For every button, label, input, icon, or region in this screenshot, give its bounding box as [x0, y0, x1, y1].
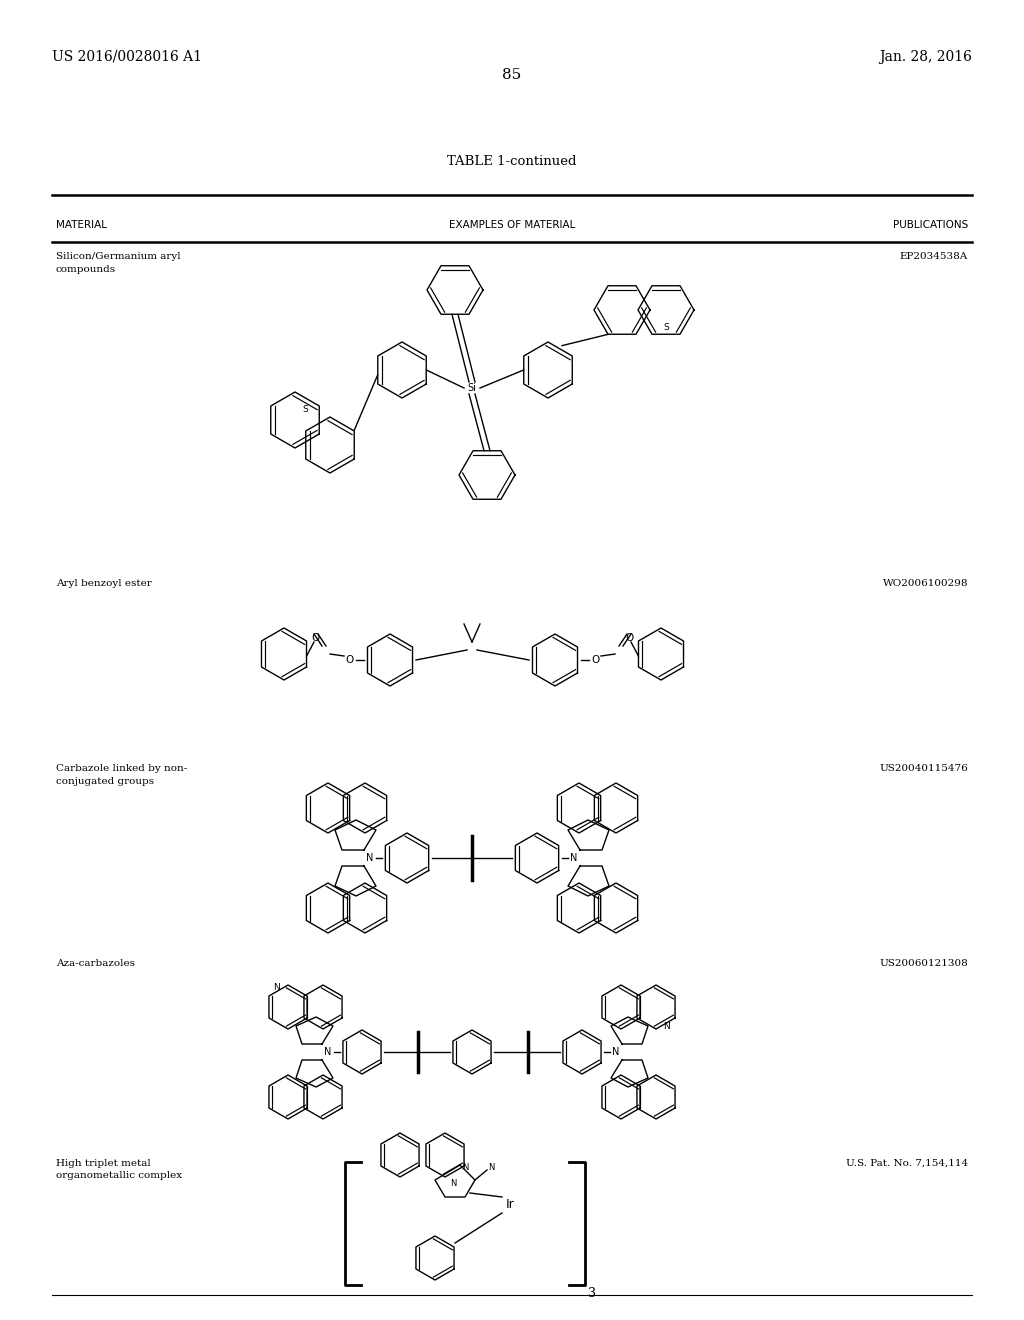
Text: N: N	[450, 1179, 456, 1188]
Text: O: O	[625, 634, 633, 643]
Text: O: O	[591, 655, 599, 665]
Text: PUBLICATIONS: PUBLICATIONS	[893, 220, 968, 230]
Text: Ir: Ir	[506, 1199, 514, 1212]
Text: US20040115476: US20040115476	[880, 764, 968, 774]
Text: EP2034538A: EP2034538A	[900, 252, 968, 261]
Text: N: N	[325, 1047, 332, 1057]
Text: WO2006100298: WO2006100298	[883, 579, 968, 587]
Text: N: N	[664, 1022, 671, 1031]
Text: N: N	[570, 853, 578, 863]
Text: EXAMPLES OF MATERIAL: EXAMPLES OF MATERIAL	[449, 220, 575, 230]
Text: Si: Si	[468, 383, 476, 393]
Text: U.S. Pat. No. 7,154,114: U.S. Pat. No. 7,154,114	[846, 1159, 968, 1168]
Text: Silicon/Germanium aryl
compounds: Silicon/Germanium aryl compounds	[56, 252, 180, 273]
Text: Aryl benzoyl ester: Aryl benzoyl ester	[56, 579, 152, 587]
Text: N: N	[273, 982, 281, 991]
Text: N: N	[367, 853, 374, 863]
Text: S: S	[664, 323, 669, 333]
Text: N: N	[487, 1163, 495, 1172]
Text: US20060121308: US20060121308	[880, 960, 968, 968]
Text: S: S	[302, 405, 308, 414]
Text: MATERIAL: MATERIAL	[56, 220, 106, 230]
Text: Carbazole linked by non-
conjugated groups: Carbazole linked by non- conjugated grou…	[56, 764, 187, 785]
Text: High triplet metal
organometallic complex: High triplet metal organometallic comple…	[56, 1159, 182, 1180]
Text: N: N	[462, 1163, 468, 1172]
Text: TABLE 1-continued: TABLE 1-continued	[447, 154, 577, 168]
Text: O: O	[346, 655, 354, 665]
Text: N: N	[612, 1047, 620, 1057]
Text: Jan. 28, 2016: Jan. 28, 2016	[880, 50, 972, 63]
Text: O: O	[312, 634, 321, 643]
Text: 85: 85	[503, 69, 521, 82]
Text: 3: 3	[588, 1287, 596, 1300]
Text: US 2016/0028016 A1: US 2016/0028016 A1	[52, 50, 202, 63]
Text: Aza-carbazoles: Aza-carbazoles	[56, 960, 135, 968]
